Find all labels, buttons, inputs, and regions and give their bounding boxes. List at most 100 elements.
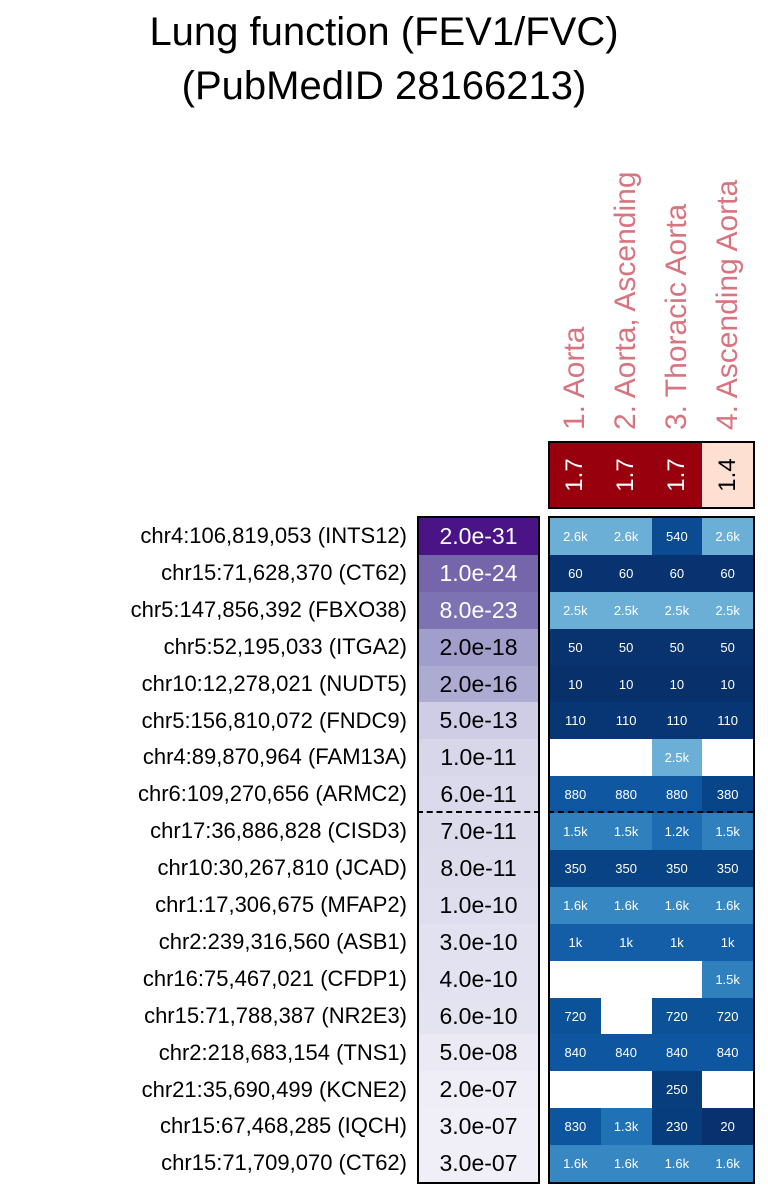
column-score-value: 1.7 — [612, 458, 640, 492]
row-label: chr4:106,819,053 (INTS12) — [140, 523, 407, 548]
heatmap-cell: 50 — [550, 628, 601, 666]
heatmap-row: 1.6k 1.6k 1.6k 1.6k — [550, 886, 753, 924]
heatmap-cell: 110 — [600, 702, 652, 740]
heatmap-row: 10 10 10 10 — [550, 665, 753, 703]
heatmap-row: 1k 1k 1k 1k — [550, 923, 753, 961]
heatmap-cell: 720 — [550, 997, 601, 1035]
column-score-cell: 1.7 — [600, 443, 652, 507]
heatmap-row: 2.5k — [550, 739, 753, 777]
heatmap-cell — [600, 960, 652, 998]
heatmap-cell: 1.6k — [651, 886, 703, 924]
heatmap-cell: 1.6k — [651, 1145, 703, 1183]
heatmap-row: 250 — [550, 1071, 753, 1109]
pvalue-cell: 7.0e-11 — [419, 813, 538, 851]
heatmap-cell: 2.5k — [702, 591, 753, 629]
row-label: chr15:71,709,070 (CT62) — [161, 1150, 407, 1176]
pvalue-column: 2.0e-31 1.0e-24 8.0e-23 2.0e-18 2.0e-16 5.0e-… — [417, 516, 540, 1185]
heatmap-row: 720 720 720 — [550, 997, 753, 1035]
row-label: chr1:17,306,675 (MFAP2) — [155, 892, 407, 917]
heatmap-cell: 350 — [702, 850, 753, 887]
heatmap-cell: 1.6k — [702, 1145, 753, 1183]
heatmap-cell: 720 — [651, 997, 703, 1035]
pvalue-cell: 6.0e-11 — [419, 776, 538, 814]
heatmap-cell: 250 — [651, 1071, 703, 1109]
heatmap-cell: 350 — [550, 850, 601, 887]
heatmap-cell: 880 — [550, 776, 601, 814]
heatmap-cell: 230 — [651, 1108, 703, 1146]
heatmap-cell: 1.5k — [600, 813, 652, 851]
heatmap-cell: 2.5k — [651, 739, 703, 777]
heatmap-cell: 1.5k — [702, 813, 753, 851]
heatmap-cell: 880 — [651, 776, 703, 814]
pvalue-cell: 4.0e-10 — [419, 960, 538, 998]
row-label: chr15:67,468,285 (IQCH) — [159, 1113, 407, 1139]
pvalue-cell: 2.0e-07 — [419, 1071, 538, 1109]
column-score-strip: 1.7 1.7 1.7 1.4 — [548, 441, 755, 509]
pvalue-cell: 8.0e-11 — [419, 850, 538, 887]
pvalue-cell: 2.0e-18 — [419, 628, 538, 666]
heatmap-cell: 1.5k — [702, 960, 753, 998]
heatmap-grid: 2.6k 2.6k 540 2.6k 60 60 60 60 2.5k 2.5k 2.5k 2.5k 5… — [548, 516, 755, 1185]
row-label: chr2:239,316,560 (ASB1) — [158, 928, 407, 954]
heatmap-row: 880 880 880 380 — [550, 776, 753, 814]
heatmap-cell: 2.6k — [550, 518, 601, 555]
heatmap-cell: 350 — [651, 850, 703, 887]
chart-title-line1: Lung function (FEV1/FVC) — [149, 10, 619, 54]
heatmap-cell — [651, 960, 703, 998]
heatmap-row: 350 350 350 350 — [550, 850, 753, 887]
heatmap-cell: 110 — [550, 702, 601, 740]
heatmap-row: 840 840 840 840 — [550, 1034, 753, 1072]
heatmap-cell: 1.6k — [600, 886, 652, 924]
column-score-cell: 1.7 — [550, 443, 601, 507]
heatmap-cell: 350 — [600, 850, 652, 887]
heatmap-cell: 1.6k — [550, 886, 601, 924]
heatmap-cell: 10 — [550, 665, 601, 703]
heatmap-row: 2.6k 2.6k 540 2.6k — [550, 518, 753, 555]
heatmap-cell — [702, 1071, 753, 1109]
heatmap-row: 1.6k 1.6k 1.6k 1.6k — [550, 1145, 753, 1183]
heatmap-cell: 2.5k — [651, 591, 703, 629]
row-label: chr5:52,195,033 (ITGA2) — [163, 633, 407, 659]
row-label: chr15:71,628,370 (CT62) — [161, 559, 407, 585]
threshold-divider — [548, 811, 753, 813]
pvalue-cell: 2.0e-16 — [419, 665, 538, 703]
column-label: 2. Aorta, Ascending — [609, 171, 642, 430]
pvalue-cell: 3.0e-07 — [419, 1108, 538, 1146]
heatmap-cell: 60 — [702, 554, 753, 592]
heatmap-cell — [600, 1071, 652, 1109]
column-label: 4. Ascending Aorta — [711, 179, 744, 430]
heatmap-cell: 110 — [651, 702, 703, 740]
heatmap-cell: 1k — [651, 923, 703, 961]
heatmap-cell: 60 — [550, 554, 601, 592]
heatmap-cell: 1k — [702, 923, 753, 961]
column-label: 3. Thoracic Aorta — [660, 203, 693, 430]
pvalue-cell: 2.0e-31 — [419, 518, 538, 555]
row-label: chr4:89,870,964 (FAM13A) — [142, 744, 407, 770]
heatmap-cell — [550, 739, 601, 777]
heatmap-cell — [550, 960, 601, 998]
heatmap-cell: 60 — [651, 554, 703, 592]
heatmap-row: 2.5k 2.5k 2.5k 2.5k — [550, 591, 753, 629]
heatmap-cell: 880 — [600, 776, 652, 814]
heatmap-cell: 1.6k — [550, 1145, 601, 1183]
heatmap-cell: 1.2k — [651, 813, 703, 851]
heatmap-cell: 1k — [600, 923, 652, 961]
heatmap-cell: 60 — [600, 554, 652, 592]
column-score-cell: 1.4 — [702, 443, 753, 507]
column-label: 1. Aorta — [558, 326, 591, 430]
heatmap-cell: 840 — [651, 1034, 703, 1072]
heatmap-cell — [600, 997, 652, 1035]
pvalue-cell: 5.0e-13 — [419, 702, 538, 740]
heatmap-cell: 50 — [600, 628, 652, 666]
heatmap-row: 1.5k 1.5k 1.2k 1.5k — [550, 813, 753, 851]
pvalue-cell: 1.0e-24 — [419, 554, 538, 592]
heatmap-cell: 1.5k — [550, 813, 601, 851]
column-score-value: 1.7 — [561, 458, 589, 492]
row-label: chr15:71,788,387 (NR2E3) — [144, 1002, 407, 1028]
column-score-value: 1.4 — [713, 458, 741, 492]
heatmap-cell: 840 — [702, 1034, 753, 1072]
heatmap-cell: 830 — [550, 1108, 601, 1146]
heatmap-cell: 1.6k — [702, 886, 753, 924]
heatmap-cell: 380 — [702, 776, 753, 814]
row-label: chr6:109,270,656 (ARMC2) — [137, 781, 407, 807]
